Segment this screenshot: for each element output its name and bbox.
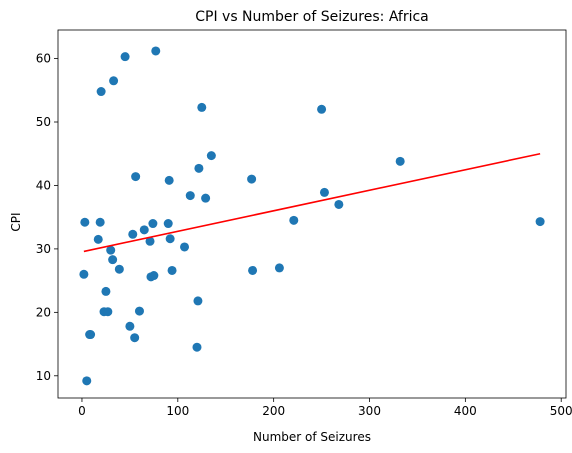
data-point-46 <box>395 156 405 166</box>
data-point-17 <box>128 229 138 239</box>
data-point-21 <box>139 225 149 235</box>
y-tick-label: 20 <box>36 305 51 319</box>
y-axis: 10 20 30 40 50 60 <box>36 52 58 383</box>
x-axis-label: Number of Seizures <box>253 430 371 444</box>
data-point-16 <box>125 321 135 331</box>
data-point-45 <box>334 199 344 209</box>
x-tick-label: 200 <box>262 404 285 418</box>
data-point-33 <box>192 342 202 352</box>
data-point-38 <box>206 151 216 161</box>
data-point-40 <box>248 265 258 275</box>
data-point-6 <box>95 217 105 227</box>
data-point-26 <box>151 46 161 56</box>
data-point-29 <box>165 234 175 244</box>
data-point-7 <box>96 87 106 97</box>
y-tick-label: 30 <box>36 242 51 256</box>
y-tick-label: 60 <box>36 52 51 66</box>
y-tick-label: 10 <box>36 369 51 383</box>
data-point-24 <box>148 219 158 229</box>
data-point-47 <box>535 217 545 227</box>
data-point-43 <box>317 104 327 114</box>
data-point-4 <box>86 330 96 340</box>
data-point-20 <box>134 306 144 316</box>
data-point-2 <box>82 376 92 386</box>
data-point-27 <box>163 219 173 229</box>
data-point-18 <box>130 333 140 343</box>
y-tick-label: 40 <box>36 178 51 192</box>
y-axis-label: CPI <box>9 212 23 231</box>
data-point-5 <box>93 234 103 244</box>
x-tick-label: 0 <box>78 404 86 418</box>
data-point-44 <box>319 187 329 197</box>
data-point-22 <box>145 236 155 246</box>
data-point-39 <box>247 174 257 184</box>
data-point-19 <box>131 172 141 182</box>
data-point-37 <box>201 193 211 203</box>
data-point-10 <box>103 307 113 317</box>
data-point-13 <box>109 76 119 86</box>
data-point-14 <box>114 264 124 274</box>
x-tick-label: 500 <box>550 404 572 418</box>
data-point-25 <box>149 271 159 281</box>
data-point-9 <box>101 286 111 296</box>
data-point-12 <box>108 255 118 265</box>
data-point-35 <box>194 163 204 173</box>
y-tick-label: 50 <box>36 115 51 129</box>
chart-title: CPI vs Number of Seizures: Africa <box>195 9 429 25</box>
data-point-15 <box>120 52 130 62</box>
data-point-32 <box>185 191 195 201</box>
x-tick-label: 100 <box>166 404 189 418</box>
regression-line <box>83 152 541 253</box>
data-point-41 <box>274 263 284 273</box>
data-point-34 <box>193 296 203 306</box>
data-point-1 <box>80 217 90 227</box>
plot-frame <box>57 29 567 399</box>
x-tick-label: 400 <box>454 404 477 418</box>
data-point-42 <box>289 215 299 225</box>
data-point-31 <box>180 242 190 252</box>
x-axis: 0 100 200 300 400 500 <box>78 398 572 418</box>
data-point-0 <box>79 269 89 279</box>
x-tick-label: 300 <box>358 404 381 418</box>
data-point-11 <box>106 245 116 255</box>
data-point-28 <box>164 175 174 185</box>
plot-marks <box>79 46 545 386</box>
data-point-30 <box>167 265 177 275</box>
data-point-36 <box>197 102 207 112</box>
